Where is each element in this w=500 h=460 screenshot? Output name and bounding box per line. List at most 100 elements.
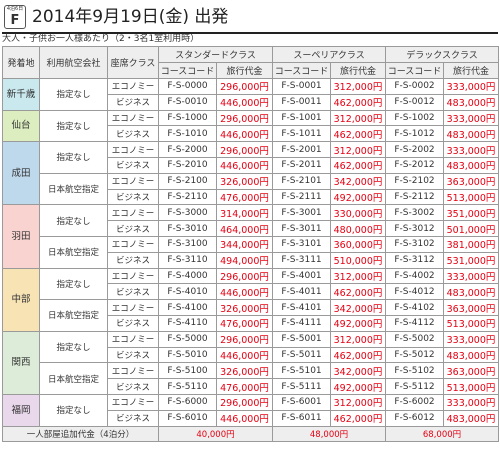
fare-row: 新千歳 指定なし エコノミー F-S-0000 296,000円 F-S-0001 312,… xyxy=(2,78,500,111)
course-code-cell: F-S-2102 xyxy=(385,172,445,190)
price-cell: 492,000円 xyxy=(330,188,387,206)
course-code-cell: F-S-1002 xyxy=(385,109,445,127)
fare-table-body: 新千歳 指定なし エコノミー F-S-0000 296,000円 F-S-0001 312,… xyxy=(2,78,500,427)
course-code-cell: F-S-4110 xyxy=(158,314,217,332)
seat-class-cell: エコノミー xyxy=(107,78,159,95)
fare-row: 日本航空指定 エコノミー F-S-4100 326,000円 F-S-4101 342,0… xyxy=(3,299,500,332)
price-cell: 296,000円 xyxy=(215,330,274,348)
airline-cell: 日本航空指定 xyxy=(39,235,108,269)
fare-row: 日本航空指定 エコノミー F-S-2100 326,000円 F-S-2101 342,0… xyxy=(3,172,500,206)
airline-cell: 指定なし xyxy=(39,141,108,174)
price-cell: 330,000円 xyxy=(330,204,387,222)
course-code-cell: F-S-4002 xyxy=(385,267,445,285)
price-cell: 476,000円 xyxy=(215,188,274,206)
fare-row: ビジネス F-S-2010 446,000円 F-S-2011 462,000円 F-S-… xyxy=(3,156,500,174)
course-code-cell: F-S-1000 xyxy=(158,109,217,127)
price-cell: 312,000円 xyxy=(330,78,387,95)
fare-row: 羽田 指定なし エコノミー F-S-3000 314,000円 F-S-3001 330,0… xyxy=(2,204,500,269)
price-cell: 326,000円 xyxy=(215,299,274,316)
header-airline: 利用航空会社 xyxy=(39,46,108,79)
course-code-cell: F-S-5002 xyxy=(385,330,445,348)
course-code-cell: F-S-5110 xyxy=(158,378,217,395)
price-cell: 363,000円 xyxy=(443,362,500,380)
header-course-code: コースコード xyxy=(272,62,332,79)
price-cell: 314,000円 xyxy=(215,204,274,222)
price-cell: 296,000円 xyxy=(215,141,274,158)
price-cell: 492,000円 xyxy=(330,378,387,395)
price-cell: 513,000円 xyxy=(443,188,500,206)
course-code-cell: F-S-3112 xyxy=(385,251,445,269)
price-cell: 483,000円 xyxy=(443,409,500,427)
price-cell: 342,000円 xyxy=(330,299,387,316)
seat-class-cell: エコノミー xyxy=(107,393,159,411)
course-code-cell: F-S-5100 xyxy=(158,362,217,380)
course-code-cell: F-S-3102 xyxy=(385,235,445,253)
single-supplement-label: 一人部屋追加代金（4泊分） xyxy=(2,425,159,442)
fare-row: 成田 指定なし エコノミー F-S-2000 296,000円 F-S-2001 312,0… xyxy=(2,141,500,206)
price-cell: 333,000円 xyxy=(443,78,500,95)
fare-table: 発着地 利用航空会社 座席クラス スタンダードクラス スーペリアクラス デラック… xyxy=(2,46,500,442)
price-cell: 462,000円 xyxy=(330,283,387,301)
course-code-cell: F-S-0012 xyxy=(385,93,445,111)
course-code-cell: F-S-2111 xyxy=(272,188,332,206)
course-code-cell: F-S-4001 xyxy=(272,267,332,285)
course-code-cell: F-S-6012 xyxy=(385,409,445,427)
price-cell: 342,000円 xyxy=(330,362,387,380)
course-code-cell: F-S-3110 xyxy=(158,251,217,269)
seat-class-cell: ビジネス xyxy=(107,283,159,301)
course-code-cell: F-S-5010 xyxy=(158,346,217,364)
price-cell: 462,000円 xyxy=(330,125,387,143)
departure-cell: 成田 xyxy=(2,141,40,206)
airline-cell: 日本航空指定 xyxy=(39,299,108,332)
price-cell: 296,000円 xyxy=(215,78,274,95)
course-code-cell: F-S-3010 xyxy=(158,220,217,237)
badge-nights-label: 4泊6日 xyxy=(6,6,24,12)
price-cell: 312,000円 xyxy=(330,330,387,348)
price-cell: 360,000円 xyxy=(330,235,387,253)
course-code-cell: F-S-3011 xyxy=(272,220,332,237)
price-cell: 326,000円 xyxy=(215,172,274,190)
price-cell: 381,000円 xyxy=(443,235,500,253)
course-code-cell: F-S-1001 xyxy=(272,109,332,127)
single-supplement-row: 一人部屋追加代金（4泊分） 40,000円 48,000円 68,000円 xyxy=(2,425,500,442)
price-cell: 462,000円 xyxy=(330,156,387,174)
course-code-cell: F-S-4100 xyxy=(158,299,217,316)
seat-class-cell: ビジネス xyxy=(107,409,159,427)
fare-row: 関西 指定なし エコノミー F-S-5000 296,000円 F-S-5001 312,0… xyxy=(2,330,500,395)
header-deluxe-class: デラックスクラス xyxy=(385,46,500,63)
airline-cell: 指定なし xyxy=(39,78,108,111)
price-cell: 531,000円 xyxy=(443,251,500,269)
course-code-cell: F-S-3012 xyxy=(385,220,445,237)
price-cell: 363,000円 xyxy=(443,299,500,316)
course-code-cell: F-S-2012 xyxy=(385,156,445,174)
single-supplement-standard: 40,000円 xyxy=(157,425,274,442)
fare-row: ビジネス F-S-5010 446,000円 F-S-5011 462,000円 F-S-… xyxy=(3,346,500,364)
price-cell: 312,000円 xyxy=(330,109,387,127)
seat-class-cell: ビジネス xyxy=(107,346,159,364)
airline-cell: 指定なし xyxy=(39,204,108,237)
airline-cell: 日本航空指定 xyxy=(39,362,108,395)
price-cell: 480,000円 xyxy=(330,220,387,237)
price-cell: 446,000円 xyxy=(215,125,274,143)
price-cell: 494,000円 xyxy=(215,251,274,269)
course-code-cell: F-S-4111 xyxy=(272,314,332,332)
price-cell: 326,000円 xyxy=(215,362,274,380)
fare-row: 日本航空指定 エコノミー F-S-3100 344,000円 F-S-3101 360,0… xyxy=(3,235,500,269)
header-price: 旅行代金 xyxy=(443,62,500,79)
price-cell: 462,000円 xyxy=(330,93,387,111)
seat-class-cell: エコノミー xyxy=(107,109,159,127)
course-code-cell: F-S-0001 xyxy=(272,78,332,95)
course-code-cell: F-S-4000 xyxy=(158,267,217,285)
seat-class-cell: ビジネス xyxy=(107,314,159,332)
course-code-cell: F-S-3101 xyxy=(272,235,332,253)
seat-class-cell: ビジネス xyxy=(107,251,159,269)
course-code-cell: F-S-4012 xyxy=(385,283,445,301)
page-title: 2014年9月19日(金) 出発 xyxy=(32,7,229,27)
price-cell: 446,000円 xyxy=(215,283,274,301)
price-cell: 483,000円 xyxy=(443,156,500,174)
seat-class-cell: エコノミー xyxy=(107,141,159,158)
course-code-cell: F-S-3000 xyxy=(158,204,217,222)
course-code-cell: F-S-1010 xyxy=(158,125,217,143)
price-cell: 344,000円 xyxy=(215,235,274,253)
seat-class-cell: エコノミー xyxy=(107,172,159,190)
